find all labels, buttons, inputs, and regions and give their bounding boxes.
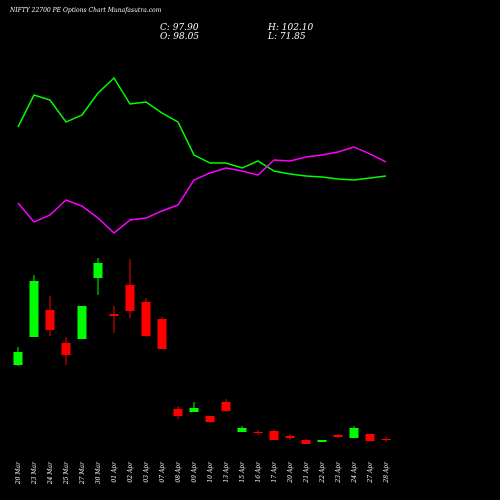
x-tick-label: 27 Apr [367, 461, 374, 484]
candle-body [77, 306, 87, 339]
x-tick-label: 15 Apr [239, 461, 246, 483]
candle-body [29, 281, 39, 337]
x-tick-label: 01 Apr [111, 461, 118, 483]
x-tick-label: 13 Apr [223, 461, 230, 483]
candle-body [365, 434, 375, 441]
x-tick-label: 16 Apr [255, 461, 262, 483]
candle-body [45, 310, 55, 330]
candle-body [269, 431, 279, 440]
x-tick-label: 25 Mar [63, 461, 70, 485]
candle-body [381, 439, 391, 440]
x-tick-label: 10 Apr [207, 461, 214, 483]
x-tick-label: 28 Apr [383, 461, 390, 484]
candle-body [93, 263, 103, 278]
x-tick-label: 03 Apr [143, 461, 150, 483]
indicator-line [17, 76, 387, 181]
candle-body [125, 285, 135, 311]
x-tick-label: 09 Apr [191, 461, 198, 483]
candle-body [173, 409, 183, 416]
x-tick-label: 24 Apr [351, 461, 358, 484]
candle-body [285, 436, 295, 438]
x-tick-label: 07 Apr [159, 461, 166, 483]
x-tick-label: 23 Mar [31, 461, 38, 485]
x-tick-label: 17 Apr [271, 461, 278, 483]
candle-body [157, 319, 167, 349]
x-tick-label: 20 Mar [15, 461, 22, 485]
candle-body [317, 440, 327, 442]
open-text: O: 98.05 [160, 32, 199, 42]
candle-body [205, 416, 215, 422]
candle-body [109, 314, 119, 316]
candle-body [13, 352, 23, 365]
candle-body [237, 428, 247, 432]
x-tick-label: 30 Mar [95, 461, 102, 484]
high-text: H: 102.10 [267, 23, 314, 33]
candle-body [253, 432, 263, 433]
x-tick-label: 08 Apr [175, 461, 182, 483]
x-tick-label: 22 Apr [319, 461, 326, 484]
x-tick-label: 21 Apr [303, 461, 310, 484]
candle-body [141, 302, 151, 336]
candle-body [61, 343, 71, 355]
indicator-line [17, 146, 387, 234]
candle-body [221, 402, 231, 411]
low-text: L: 71.85 [267, 32, 306, 42]
x-tick-label: 20 Apr [287, 461, 294, 484]
x-tick-label: 02 Apr [127, 461, 134, 483]
close-text: C: 97.90 [160, 23, 199, 33]
candle-body [333, 435, 343, 437]
candle-body [189, 408, 199, 412]
x-tick-label: 23 Apr [335, 461, 342, 484]
chart-title: NIFTY 22700 PE Options Chart Munafasutra… [9, 7, 162, 14]
x-tick-label: 27 Mar [79, 461, 86, 485]
x-tick-label: 24 Mar [47, 461, 54, 485]
candle-body [349, 428, 359, 438]
candle-body [301, 440, 311, 444]
